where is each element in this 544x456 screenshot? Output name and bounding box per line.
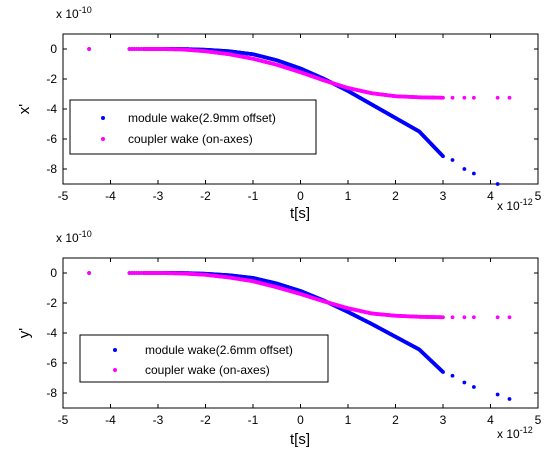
x-tick-label: -1	[248, 189, 259, 203]
y-tick-label: -2	[46, 296, 57, 310]
y-axis-ticks-top: 0 -2 -4 -6 -8	[46, 42, 538, 176]
data-point-series-1	[450, 158, 455, 162]
data-point-series-1	[495, 392, 500, 397]
x-tick-label: 5	[535, 413, 542, 427]
data-point-series-1	[507, 397, 512, 401]
data-point-series-2	[471, 315, 476, 320]
y-axis-ticks-bottom: 0 -2 -4 -6 -8	[46, 266, 538, 400]
data-point-series-2	[87, 47, 92, 51]
data-points-bottom	[87, 271, 512, 401]
x-axis-multiplier-bottom: x 10-12	[497, 425, 533, 441]
data-point-series-2	[441, 315, 445, 320]
data-point-series-2	[87, 271, 92, 275]
x-tick-label: -3	[153, 189, 164, 203]
x-tick-label: 2	[392, 189, 399, 203]
legend-marker-series-1-bottom	[113, 348, 117, 352]
data-point-series-2	[507, 315, 512, 320]
data-point-series-1	[462, 167, 467, 171]
legend-entry-series-1-top: module wake(2.9mm offset)	[128, 111, 276, 125]
data-point-series-2	[471, 95, 476, 100]
y-tick-label: -6	[46, 356, 57, 370]
y-axis-label-top: x'	[16, 104, 33, 115]
data-point-series-2	[495, 95, 500, 100]
data-point-series-1	[450, 373, 455, 378]
y-tick-label: 0	[50, 266, 57, 280]
x-axis-ticks-top: -5 -4 -3 -2 -1 0 1 2 3 4 5	[58, 34, 542, 203]
data-points-top	[87, 47, 512, 186]
y-tick-label: -8	[46, 162, 57, 176]
legend-entry-series-2-bottom: coupler wake (on-axes)	[145, 363, 270, 377]
data-point-series-1	[441, 154, 445, 159]
x-tick-label: 3	[440, 413, 447, 427]
x-tick-label: 1	[345, 189, 352, 203]
x-tick-label: 4	[487, 413, 494, 427]
plot-area-bottom	[62, 257, 539, 409]
x-tick-label: -4	[105, 189, 116, 203]
x-tick-label: 1	[345, 413, 352, 427]
x-tick-label: 0	[297, 413, 304, 427]
chart-panel-top: 0 -2 -4 -6 -8 -5 -4 -3 -2 -1 0 1 2 3 4 5 x 10-10 x 10-…	[16, 5, 542, 222]
legend-marker-series-2-bottom	[113, 368, 117, 372]
legend-marker-series-2-top	[101, 137, 105, 141]
data-point-series-1	[462, 380, 467, 385]
legend-box-top	[69, 99, 317, 155]
y-tick-label: -8	[46, 386, 57, 400]
x-axis-label-bottom: t[s]	[290, 431, 310, 448]
x-tick-label: -5	[58, 189, 69, 203]
x-tick-label: -2	[200, 189, 211, 203]
legend-marker-series-1-top	[101, 116, 105, 120]
x-tick-label: -3	[153, 413, 164, 427]
y-tick-label: 0	[50, 42, 57, 56]
x-tick-label: 5	[535, 189, 542, 203]
x-axis-ticks-bottom: -5 -4 -3 -2 -1 0 1 2 3 4 5	[58, 258, 542, 427]
x-tick-label: 4	[487, 189, 494, 203]
data-point-series-1	[495, 182, 500, 186]
legend-bottom: module wake(2.6mm offset) coupler wake (…	[79, 334, 329, 383]
y-tick-label: -6	[46, 132, 57, 146]
legend-entry-series-1-bottom: module wake(2.6mm offset)	[145, 343, 293, 357]
y-axis-label-bottom: y'	[16, 328, 33, 339]
y-tick-label: -4	[46, 326, 57, 340]
legend-entry-series-2-top: coupler wake (on-axes)	[128, 132, 253, 146]
legend-box-bottom	[79, 334, 329, 383]
y-tick-label: -2	[46, 72, 57, 86]
data-point-series-2	[507, 95, 512, 100]
x-tick-label: 2	[392, 413, 399, 427]
y-axis-multiplier-top: x 10-10	[56, 5, 92, 21]
data-point-series-2	[462, 315, 467, 320]
data-point-series-2	[450, 95, 455, 100]
legend-top: module wake(2.9mm offset) coupler wake (…	[69, 99, 317, 155]
data-point-series-2	[462, 95, 467, 100]
x-tick-label: -2	[200, 413, 211, 427]
data-point-series-2	[450, 315, 455, 320]
x-tick-label: 0	[297, 189, 304, 203]
x-tick-label: -1	[248, 413, 259, 427]
x-tick-label: 3	[440, 189, 447, 203]
data-point-series-2	[139, 47, 144, 51]
x-axis-multiplier-top: x 10-12	[497, 197, 533, 213]
data-point-series-2	[139, 271, 144, 275]
x-tick-label: -5	[58, 413, 69, 427]
x-axis-label-top: t[s]	[290, 205, 310, 222]
data-point-series-2	[441, 95, 445, 100]
x-tick-label: -4	[105, 413, 116, 427]
data-point-series-1	[471, 171, 476, 176]
data-point-series-1	[441, 370, 445, 374]
data-point-series-1	[471, 385, 476, 389]
data-point-series-2	[495, 315, 500, 320]
chart-panel-bottom: 0 -2 -4 -6 -8 -5 -4 -3 -2 -1 0 1 2 3 4 5 x 10-10 x 10-…	[16, 229, 542, 448]
y-tick-label: -4	[46, 102, 57, 116]
y-axis-multiplier-bottom: x 10-10	[56, 229, 92, 245]
